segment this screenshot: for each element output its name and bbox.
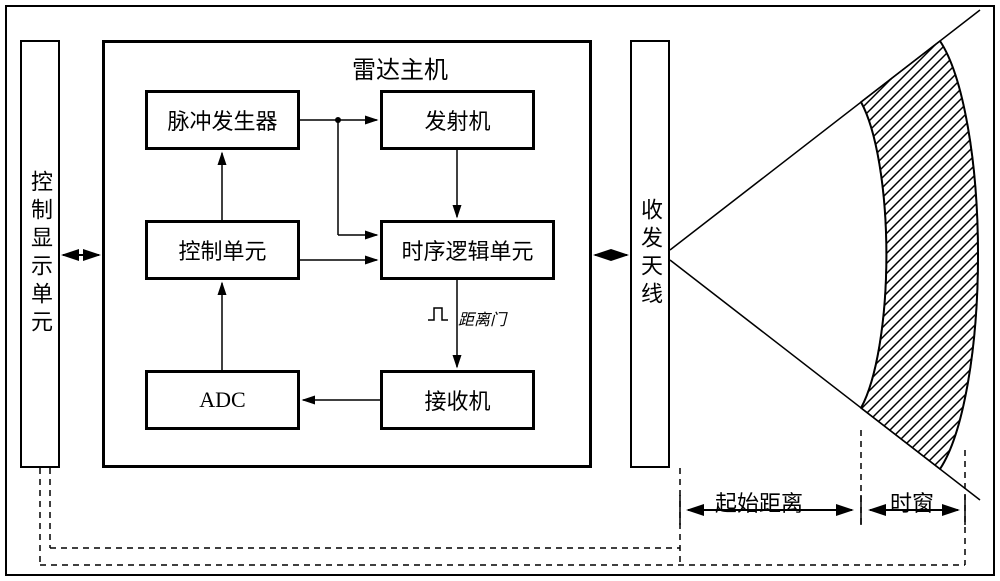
control-unit-label: 控制单元 bbox=[178, 234, 266, 266]
adc-block: ADC bbox=[145, 370, 300, 430]
transmitter-label: 发射机 bbox=[424, 104, 490, 136]
control-unit-block: 控制单元 bbox=[145, 220, 300, 280]
pulse-generator-block: 脉冲发生器 bbox=[145, 90, 300, 150]
control-display-block: 控制显示单元 bbox=[20, 40, 60, 468]
receiver-block: 接收机 bbox=[380, 370, 535, 430]
seq-logic-label: 时序逻辑单元 bbox=[401, 234, 533, 266]
start-distance-label: 起始距离 bbox=[715, 486, 803, 518]
pulse-generator-label: 脉冲发生器 bbox=[167, 104, 277, 136]
seq-logic-block: 时序逻辑单元 bbox=[380, 220, 555, 280]
receiver-label: 接收机 bbox=[424, 384, 490, 416]
radar-host-title: 雷达主机 bbox=[300, 50, 500, 85]
control-display-label: 控制显示单元 bbox=[24, 170, 56, 338]
time-window-label: 时窗 bbox=[890, 486, 934, 518]
transmitter-block: 发射机 bbox=[380, 90, 535, 150]
antenna-block: 收发天线 bbox=[630, 40, 670, 468]
diagram-canvas: 控制显示单元 收发天线 雷达主机 脉冲发生器 发射机 控制单元 时序逻辑单元 A… bbox=[0, 0, 1000, 581]
range-gate-label: 距离门 bbox=[458, 306, 506, 330]
adc-label: ADC bbox=[199, 387, 245, 413]
antenna-label: 收发天线 bbox=[634, 198, 666, 310]
